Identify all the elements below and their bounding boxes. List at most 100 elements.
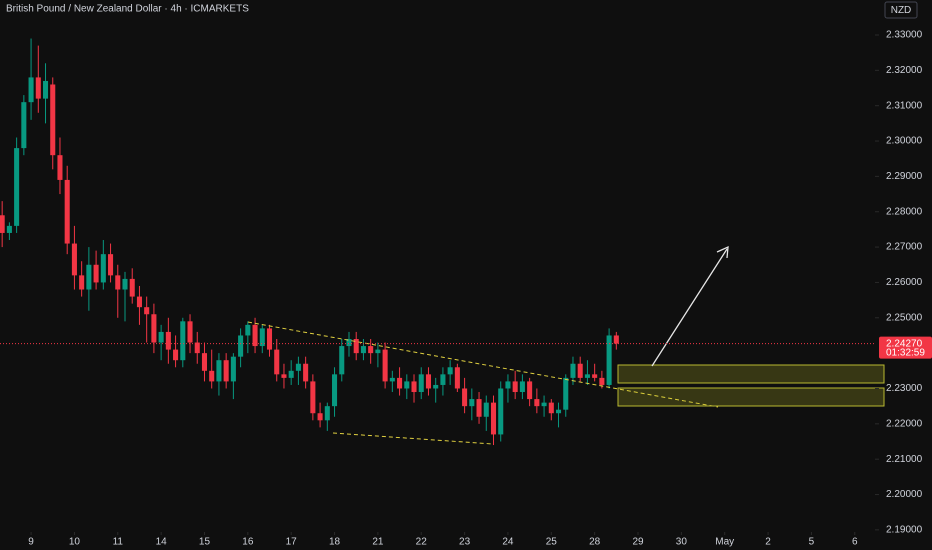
candle-body xyxy=(613,335,619,344)
candle-body xyxy=(375,349,381,354)
candle-body xyxy=(216,360,222,382)
candle-body xyxy=(584,374,590,378)
y-tick-label: 2.20000 xyxy=(886,489,923,500)
x-tick-label: 29 xyxy=(632,537,644,548)
candle-body xyxy=(519,381,525,393)
candle-body xyxy=(259,328,265,347)
x-tick-label: 23 xyxy=(459,537,471,548)
candle-body xyxy=(252,324,258,347)
candle-body xyxy=(57,155,63,180)
candle-body xyxy=(136,296,142,308)
zone-upper xyxy=(617,364,885,384)
candle-body xyxy=(245,324,251,336)
arrow-line xyxy=(651,248,728,367)
candle-body xyxy=(144,307,150,315)
candle-body xyxy=(122,278,128,290)
candle-body xyxy=(527,381,533,400)
countdown-label: 01:32:59 xyxy=(886,348,925,359)
candle-body xyxy=(541,402,547,407)
drawings xyxy=(247,245,885,445)
candle-body xyxy=(281,374,287,378)
candle-body xyxy=(411,381,417,393)
candle-body xyxy=(35,77,41,99)
candle-body xyxy=(266,328,273,350)
x-tick-label: 5 xyxy=(809,537,815,548)
x-tick-label: 6 xyxy=(852,537,858,548)
x-tick-label: 2 xyxy=(765,537,771,548)
candle-body xyxy=(303,363,309,382)
plot xyxy=(0,38,619,446)
candle-body xyxy=(173,349,179,361)
candle-body xyxy=(368,346,374,354)
candle-body xyxy=(570,363,576,378)
candle-body xyxy=(512,381,518,393)
candle-body xyxy=(548,402,554,414)
candle-body xyxy=(79,275,85,290)
candle-body xyxy=(158,331,164,343)
candle-body xyxy=(462,388,468,407)
arrow-head xyxy=(716,245,729,259)
candle-body xyxy=(238,335,244,357)
candle-body xyxy=(288,370,294,378)
candle-body xyxy=(310,381,316,414)
y-tick-label: 2.33000 xyxy=(886,30,923,41)
currency-label: NZD xyxy=(891,5,912,16)
candle-body xyxy=(165,331,171,350)
candle-body xyxy=(346,338,352,347)
y-tick-label: 2.27000 xyxy=(886,242,923,253)
x-tick-label: 11 xyxy=(113,537,124,548)
candle-body xyxy=(0,215,5,233)
candle-body xyxy=(397,377,403,389)
candle-body xyxy=(433,384,439,389)
candle-body xyxy=(418,374,424,393)
candle-body xyxy=(563,377,569,410)
candle-body xyxy=(14,148,20,226)
last-price-box xyxy=(879,336,932,359)
x-tick-label: May xyxy=(715,537,734,548)
x-tick-label: 21 xyxy=(372,537,384,548)
candle-body xyxy=(115,275,121,290)
candle-body xyxy=(599,377,605,385)
candle-body xyxy=(505,381,511,389)
candle-body xyxy=(50,84,56,156)
y-tick-label: 2.26000 xyxy=(886,277,923,288)
trendline-upper xyxy=(247,321,719,408)
candle-body xyxy=(201,353,208,371)
candle-body xyxy=(447,367,453,375)
y-tick-label: 2.28000 xyxy=(886,206,923,217)
candle-body xyxy=(404,381,410,389)
x-tick-label: 16 xyxy=(242,537,254,548)
candle-body xyxy=(64,179,70,244)
x-tick-label: 15 xyxy=(199,537,211,548)
candle-body xyxy=(425,374,431,389)
candle-body xyxy=(353,338,359,354)
x-tick-label: 30 xyxy=(676,537,688,548)
candle-body xyxy=(209,370,215,382)
y-tick-label: 2.31000 xyxy=(886,100,923,111)
x-tick-label: 18 xyxy=(329,537,341,548)
candle-body xyxy=(180,321,186,361)
currency-button[interactable] xyxy=(884,1,918,19)
x-tick-label: 22 xyxy=(416,537,428,548)
candle-body xyxy=(71,243,77,276)
y-tick-label: 2.29000 xyxy=(886,171,923,182)
candle-body xyxy=(382,349,388,382)
candle-body xyxy=(21,102,27,149)
trendline-lower xyxy=(332,432,494,445)
chart-title: British Pound / New Zealand Dollar · 4h … xyxy=(6,4,249,15)
candle-body xyxy=(230,356,236,382)
zone-lower xyxy=(617,387,885,407)
candle-body xyxy=(440,374,446,385)
candle-body xyxy=(86,264,92,290)
candle-body xyxy=(606,335,612,385)
candle-body xyxy=(274,349,280,375)
candle-body xyxy=(295,363,301,371)
y-tick-label: 2.23000 xyxy=(886,383,923,394)
candle-body xyxy=(389,377,395,382)
x-tick-label: 14 xyxy=(156,537,168,548)
y-tick-label: 2.32000 xyxy=(886,65,923,76)
candle-body xyxy=(490,402,497,435)
candle-body xyxy=(592,374,598,378)
x-tick-label: 24 xyxy=(502,537,514,548)
